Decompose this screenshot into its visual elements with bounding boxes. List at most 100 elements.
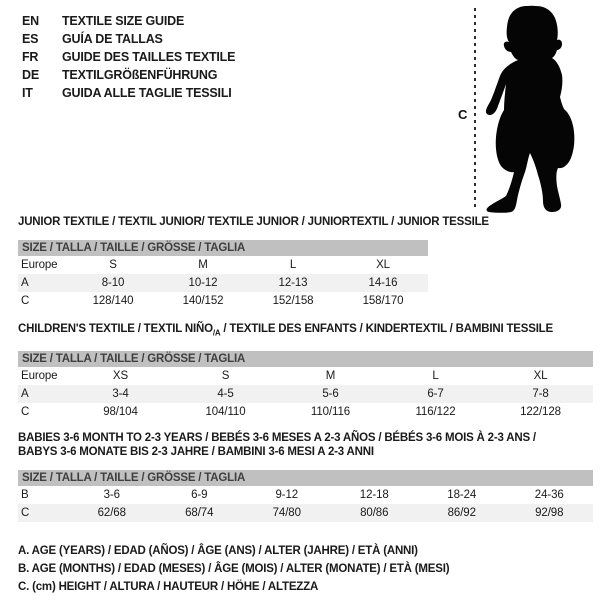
table-cell: 116/122 bbox=[415, 406, 456, 419]
table-cell: 12-13 bbox=[278, 277, 308, 289]
table-cell: 62/68 bbox=[97, 507, 126, 520]
table-cell: M bbox=[198, 259, 208, 271]
table-row: Europe S M L XL bbox=[18, 256, 428, 274]
row-label: C bbox=[21, 507, 30, 520]
title-subscript: /A bbox=[212, 328, 221, 338]
table-cell: 6-9 bbox=[191, 489, 208, 502]
row-label: Europe bbox=[21, 370, 58, 383]
table-cell: 12-18 bbox=[359, 489, 389, 502]
table-cell: 6-7 bbox=[427, 388, 444, 401]
table-row: A 8-10 10-12 12-13 14-16 bbox=[18, 274, 428, 292]
size-table-title: BABIES 3-6 MONTH TO 2-3 YEARS / BEBÉS 3-… bbox=[18, 431, 593, 445]
size-table-title: CHILDREN'S TEXTILE / TEXTIL NIÑO/A / TEX… bbox=[18, 322, 593, 340]
table-cell: 7-8 bbox=[532, 388, 549, 401]
language-row: ES GUÍA DE TALLAS bbox=[22, 30, 235, 48]
table-cell: 18-24 bbox=[447, 489, 477, 502]
table-cell: 8-10 bbox=[101, 277, 125, 289]
table-cell: 74/80 bbox=[272, 507, 301, 520]
table-cell: 10-12 bbox=[188, 277, 218, 289]
table-cell: L bbox=[432, 370, 439, 383]
language-list: EN TEXTILE SIZE GUIDE ES GUÍA DE TALLAS FR GU… bbox=[22, 12, 235, 102]
title-text: BABIES 3-6 MONTH TO 2-3 YEARS / BEBÉS 3-… bbox=[18, 432, 536, 445]
table-cell: XL bbox=[376, 259, 390, 271]
row-label: C bbox=[21, 406, 30, 419]
table-row: B 3-6 6-9 9-12 12-18 18-24 24-36 bbox=[18, 486, 593, 504]
table-cell: 80/86 bbox=[360, 507, 389, 520]
title-text: CHILDREN'S TEXTILE / TEXTIL NIÑO bbox=[18, 323, 213, 335]
language-title: TEXTILE SIZE GUIDE bbox=[62, 14, 185, 28]
table-cell: 110/116 bbox=[310, 406, 351, 419]
size-table-title: JUNIOR TEXTILE / TEXTIL JUNIOR/ TEXTILE … bbox=[18, 215, 593, 229]
height-measure-label: C bbox=[458, 107, 468, 122]
language-title: GUIDE DES TAILLES TEXTILE bbox=[62, 50, 236, 64]
table-cell: 68/74 bbox=[185, 507, 214, 520]
table-cell: 5-6 bbox=[322, 388, 339, 401]
size-table-header-bar: SIZE / TALLA / TAILLE / GRÖSSE / TAGLIA bbox=[18, 470, 593, 487]
table-cell: 104/110 bbox=[205, 406, 246, 419]
table-row: C 98/104 104/110 110/116 116/122 122/128 bbox=[18, 403, 593, 421]
footnote-line: C. (cm) HEIGHT / ALTURA / HAUTEUR / HÖHE… bbox=[18, 581, 319, 594]
language-row: DE TEXTILGRÖßENFÜHRUNG bbox=[22, 66, 235, 84]
size-table: SIZE / TALLA / TAILLE / GRÖSSE / TAGLIA E… bbox=[18, 351, 593, 421]
size-table-header-bar: SIZE / TALLA / TAILLE / GRÖSSE / TAGLIA bbox=[18, 351, 593, 368]
table-cell: 152/158 bbox=[272, 295, 314, 307]
row-label: Europe bbox=[21, 259, 58, 271]
language-code: ES bbox=[22, 32, 39, 46]
footnote-line: B. AGE (MONTHS) / EDAD (MESES) / ÂGE (MO… bbox=[18, 563, 450, 576]
footnotes: A. AGE (YEARS) / EDAD (AÑOS) / ÂGE (ANS)… bbox=[18, 542, 593, 596]
height-figure-svg: C bbox=[458, 5, 575, 213]
table-cell: XS bbox=[112, 370, 129, 383]
language-code: IT bbox=[22, 86, 33, 100]
table-cell: M bbox=[325, 370, 336, 383]
language-code: DE bbox=[22, 68, 39, 82]
table-cell: XL bbox=[533, 370, 548, 383]
table-cell: L bbox=[289, 259, 297, 271]
row-label: A bbox=[21, 388, 29, 401]
table-cell: 86/92 bbox=[447, 507, 476, 520]
table-row: A 3-4 4-5 5-6 6-7 7-8 bbox=[18, 385, 593, 404]
row-label: A bbox=[21, 277, 29, 289]
table-cell: 140/152 bbox=[182, 295, 224, 307]
language-code: FR bbox=[22, 50, 39, 64]
table-cell: 24-36 bbox=[534, 489, 564, 502]
language-row: IT GUIDA ALLE TAGLIE TESSILI bbox=[22, 84, 235, 102]
table-cell: 14-16 bbox=[368, 277, 398, 289]
table-cell: 98/104 bbox=[103, 406, 138, 419]
language-title: GUÍA DE TALLAS bbox=[62, 32, 163, 46]
row-label: C bbox=[21, 295, 30, 307]
table-row: C 128/140 140/152 152/158 158/170 bbox=[18, 292, 428, 310]
title-text: BABYS 3-6 MONATE BIS 2-3 JAHRE / BAMBINI… bbox=[18, 446, 374, 459]
table-cell: 3-4 bbox=[112, 388, 129, 401]
size-table-section: CHILDREN'S TEXTILE / TEXTIL NIÑO/A / TEX… bbox=[18, 322, 593, 421]
footnote-line: A. AGE (YEARS) / EDAD (AÑOS) / ÂGE (ANS)… bbox=[18, 545, 418, 558]
size-table-section: BABIES 3-6 MONTH TO 2-3 YEARS / BEBÉS 3-… bbox=[18, 431, 593, 523]
size-tables: JUNIOR TEXTILE / TEXTIL JUNIOR/ TEXTILE … bbox=[18, 215, 593, 523]
size-tables-content: JUNIOR TEXTILE / TEXTIL JUNIOR/ TEXTILE … bbox=[18, 215, 593, 596]
language-title: TEXTILGRÖßENFÜHRUNG bbox=[62, 68, 218, 82]
table-cell: 9-12 bbox=[275, 489, 299, 502]
size-table: SIZE / TALLA / TAILLE / GRÖSSE / TAGLIA E… bbox=[18, 240, 428, 310]
language-row: EN TEXTILE SIZE GUIDE bbox=[22, 12, 235, 30]
baby-silhouette bbox=[485, 5, 575, 213]
table-cell: 122/128 bbox=[520, 406, 561, 419]
language-code: EN bbox=[22, 14, 39, 28]
row-label: B bbox=[21, 489, 29, 502]
language-row: FR GUIDE DES TAILLES TEXTILE bbox=[22, 48, 235, 66]
height-figure: C bbox=[450, 0, 600, 215]
language-title: GUIDA ALLE TAGLIE TESSILI bbox=[62, 86, 232, 100]
table-cell: S bbox=[109, 259, 117, 271]
table-cell: 4-5 bbox=[217, 388, 234, 401]
table-cell: 3-6 bbox=[103, 489, 120, 502]
title-text: / TEXTILE DES ENFANTS / KINDERTEXTIL / B… bbox=[220, 323, 553, 335]
size-table-title: BABYS 3-6 MONATE BIS 2-3 JAHRE / BAMBINI… bbox=[18, 445, 593, 459]
table-row: C 62/68 68/74 74/80 80/86 86/92 92/98 bbox=[18, 504, 593, 523]
table-cell: S bbox=[221, 370, 230, 383]
title-text: JUNIOR TEXTILE / TEXTIL JUNIOR/ TEXTILE … bbox=[18, 216, 489, 228]
table-cell: 128/140 bbox=[92, 295, 134, 307]
table-row: Europe XS S M L XL bbox=[18, 367, 593, 385]
size-table-header-bar: SIZE / TALLA / TAILLE / GRÖSSE / TAGLIA bbox=[18, 240, 428, 256]
table-cell: 158/170 bbox=[362, 295, 404, 307]
table-cell: 92/98 bbox=[535, 507, 564, 520]
size-table: SIZE / TALLA / TAILLE / GRÖSSE / TAGLIA B… bbox=[18, 470, 593, 523]
